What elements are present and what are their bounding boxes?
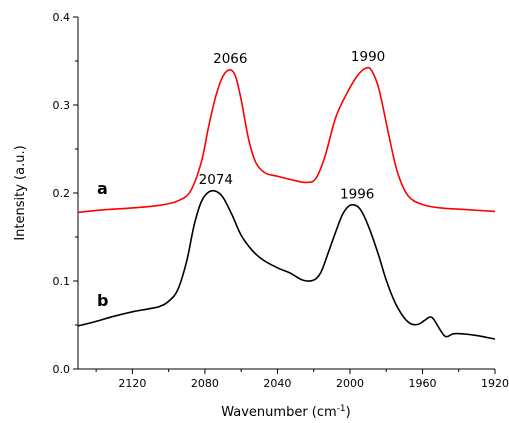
- series-label-a: a: [97, 179, 108, 198]
- series-label-b: b: [97, 291, 108, 310]
- x-tick-label: 1920: [481, 377, 509, 390]
- x-tick-label: 2000: [336, 377, 364, 390]
- x-tick-label: 2040: [263, 377, 291, 390]
- y-tick-label: 0.2: [53, 187, 71, 200]
- peak-annotation: 2074: [199, 172, 233, 188]
- x-tick-label: 2120: [118, 377, 146, 390]
- y-tick-label: 0.3: [53, 99, 71, 112]
- x-tick-label: 1960: [408, 377, 436, 390]
- peak-annotation: 1996: [340, 186, 374, 202]
- x-axis-label: Wavenumber (cm-1): [221, 404, 351, 420]
- y-tick-label: 0.1: [53, 275, 71, 288]
- axes: [77, 17, 495, 370]
- series-line-a: [77, 66, 496, 214]
- y-tick-label: 0.4: [53, 11, 71, 24]
- annotation-layer: 2066 1990 2074 1996: [199, 49, 386, 202]
- peak-annotation: 1990: [351, 49, 385, 65]
- y-tick-label: 0.0: [53, 363, 71, 376]
- series-line-b: [77, 189, 496, 340]
- x-tick-label: 2080: [191, 377, 219, 390]
- ticks: [73, 16, 496, 374]
- series-layer: [77, 66, 496, 340]
- y-axis-label: Intensity (a.u.): [13, 145, 28, 240]
- peak-annotation: 2066: [213, 51, 247, 67]
- tick-labels: 2120 2080 2040 2000 1960 1920 0.0 0.1 0.2 0.3 0.4: [53, 11, 509, 390]
